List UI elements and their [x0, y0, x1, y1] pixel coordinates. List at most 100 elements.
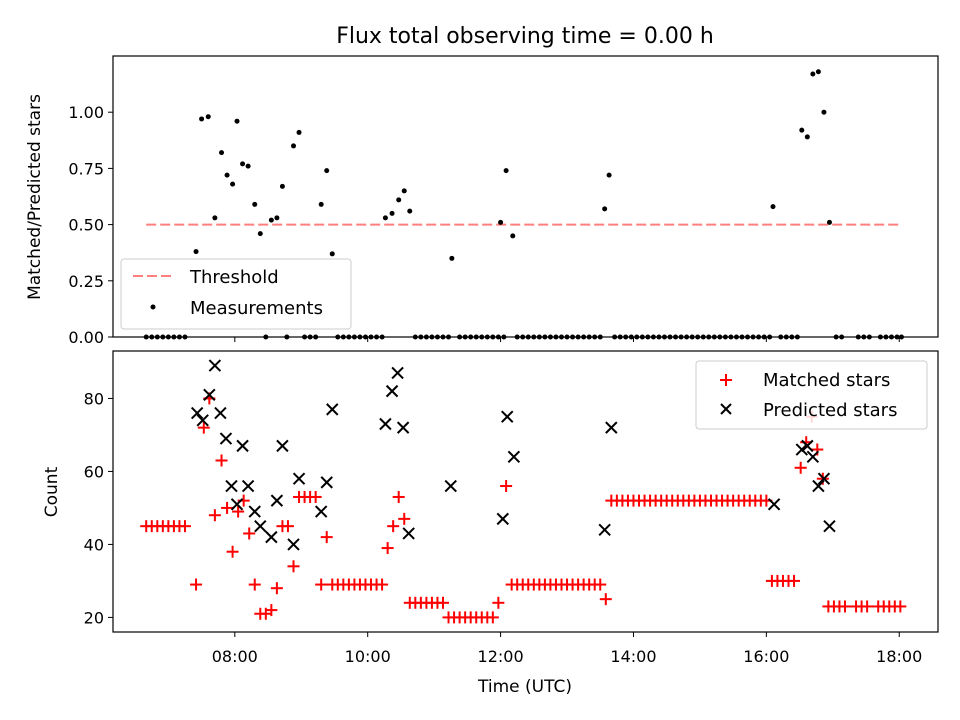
matched-point	[315, 578, 328, 591]
top-ytick-label: 0.50	[68, 216, 104, 235]
matched-point	[376, 578, 389, 591]
predicted-point	[795, 443, 808, 456]
measurement-point	[821, 109, 827, 115]
predicted-point	[812, 479, 825, 493]
matched-point	[392, 490, 405, 503]
bottom-ytick-label: 40	[84, 535, 104, 554]
top-ytick-label: 0.25	[68, 272, 104, 291]
predicted-point	[208, 359, 222, 372]
measurement-point	[815, 69, 821, 75]
matched-point	[861, 600, 874, 613]
predicted-point	[219, 432, 233, 445]
measurement-point	[199, 116, 205, 122]
top-ytick-label: 0.00	[68, 328, 104, 347]
measurement-point	[291, 143, 297, 149]
bottom-panel: 08:00 10:00 12:00 14:00 16:00 18:00 20 40 60 80 C…	[42, 350, 939, 697]
matched-point	[221, 501, 234, 514]
measurement-point	[224, 172, 230, 178]
matched-point	[232, 505, 245, 518]
measurement-point	[257, 231, 263, 237]
measurement-point	[389, 210, 395, 216]
top-legend: Threshold Measurements	[120, 258, 352, 330]
measurement-point	[252, 201, 258, 207]
predicted-point	[292, 472, 306, 485]
legend-measurements-swatch	[150, 304, 156, 310]
matched-point	[309, 490, 322, 503]
matched-point	[398, 512, 411, 525]
predicted-point	[767, 498, 781, 511]
bottom-ylabel: Count	[42, 466, 62, 517]
predicted-point	[801, 439, 814, 453]
legend-measurements-label: Measurements	[190, 298, 323, 319]
legend-matched-swatch	[720, 374, 732, 386]
bottom-grid-ticks: 08:00 10:00 12:00 14:00 16:00 18:00 20 40 60 80	[84, 389, 923, 666]
measurement-point	[296, 129, 302, 135]
measurement-point	[274, 215, 280, 221]
predicted-point	[501, 410, 514, 423]
measurement-point	[382, 215, 388, 221]
predicted-point	[379, 417, 392, 431]
predicted-point	[507, 450, 521, 464]
bottom-axes-frame	[112, 350, 939, 633]
matched-point	[270, 582, 283, 595]
matched-point	[248, 578, 261, 591]
measurement-point	[279, 183, 285, 189]
top-ytick-label: 0.75	[68, 159, 104, 178]
measurement-point	[799, 127, 805, 133]
matched-point	[281, 520, 294, 533]
measurement-point	[324, 168, 330, 174]
matched-point	[594, 578, 607, 591]
legend-matched-label: Matched stars	[763, 370, 890, 391]
predicted-point	[444, 479, 457, 493]
bottom-xtick-label: 16:00	[743, 647, 789, 666]
predicted-point	[241, 479, 255, 493]
matched-point	[500, 480, 513, 493]
predicted-point	[823, 519, 836, 533]
predicted-point	[314, 505, 328, 518]
predicted-point	[230, 498, 244, 511]
predicted-point	[402, 527, 415, 540]
predicted-point	[385, 384, 399, 398]
matched-point	[226, 545, 239, 558]
predicted-point	[326, 403, 339, 416]
matched-point	[599, 593, 612, 606]
measurement-point	[396, 197, 402, 203]
bottom-xtick-label: 08:00	[212, 647, 258, 666]
top-axes-frame	[112, 55, 939, 338]
predicted-point	[391, 366, 404, 380]
matched-point	[788, 574, 801, 587]
top-title: Flux total observing time = 0.00 h	[336, 24, 714, 49]
measurement-point	[219, 150, 225, 156]
measurement-point	[606, 172, 612, 178]
predicted-point	[265, 530, 278, 544]
predicted-point	[605, 421, 618, 434]
measurement-point	[449, 255, 455, 261]
predicted-point	[196, 414, 209, 427]
top-ylabel: Matched/Predicted stars	[25, 94, 45, 300]
predicted-point	[225, 479, 238, 493]
measurement-point	[826, 219, 832, 225]
bottom-xtick-label: 12:00	[478, 647, 524, 666]
predicted-series	[190, 359, 836, 551]
matched-point	[197, 421, 210, 434]
matched-point	[437, 596, 449, 609]
top-legend-box	[120, 258, 352, 330]
legend-threshold-label: Threshold	[189, 267, 279, 288]
bottom-ytick-label: 80	[84, 389, 104, 408]
measurement-point	[401, 188, 407, 194]
predicted-point	[496, 512, 510, 526]
bottom-legend-box	[695, 360, 928, 430]
predicted-point	[396, 421, 410, 434]
bottom-xlabel: Time (UTC)	[477, 677, 572, 697]
matched-point	[486, 611, 499, 624]
legend-predicted-label: Predicted stars	[763, 400, 897, 421]
top-panel: Flux total observing time = 0.00 h 0.00 0…	[25, 24, 939, 347]
matched-point	[320, 531, 333, 544]
matched-point	[265, 604, 278, 617]
measurement-point	[602, 206, 608, 212]
measurement-point	[498, 219, 504, 225]
measurement-point	[240, 161, 246, 167]
measurement-point	[510, 233, 516, 239]
